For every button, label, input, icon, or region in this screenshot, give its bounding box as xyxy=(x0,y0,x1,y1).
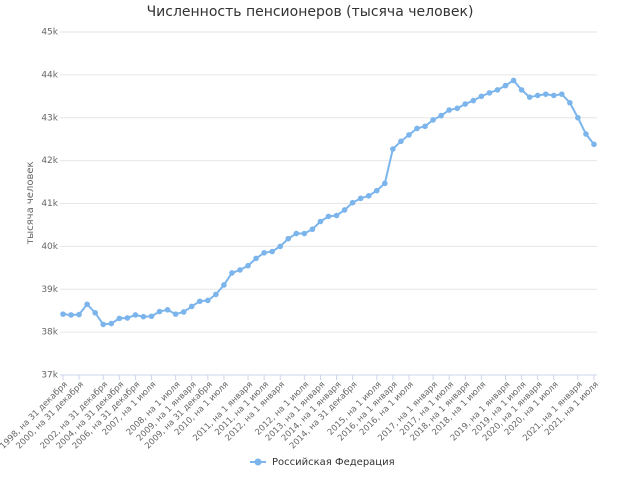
data-point xyxy=(188,303,195,310)
legend-label: Российская Федерация xyxy=(272,457,395,468)
data-point xyxy=(446,107,452,113)
data-point xyxy=(229,270,235,276)
y-tick-label: 38k xyxy=(41,328,58,338)
data-point xyxy=(478,93,485,100)
data-point xyxy=(156,308,163,315)
y-tick-label: 39k xyxy=(41,285,58,295)
data-point xyxy=(398,138,404,145)
data-point xyxy=(261,250,267,256)
data-point xyxy=(116,315,123,322)
data-point xyxy=(325,213,332,220)
data-point xyxy=(180,309,187,315)
y-tick-label: 40k xyxy=(41,242,58,252)
data-point xyxy=(591,141,597,148)
data-point xyxy=(430,117,436,123)
data-point xyxy=(245,262,251,269)
y-tick-label: 44k xyxy=(41,70,58,80)
data-point xyxy=(221,282,227,288)
data-point xyxy=(317,218,324,225)
data-point xyxy=(365,192,372,199)
data-point xyxy=(542,91,549,97)
data-point xyxy=(309,226,316,233)
data-point xyxy=(414,125,420,132)
data-point xyxy=(454,105,461,112)
data-point xyxy=(349,199,356,206)
data-point xyxy=(341,207,348,213)
data-point xyxy=(486,90,493,96)
data-line xyxy=(62,79,595,326)
data-point xyxy=(406,132,412,138)
data-point xyxy=(148,313,155,320)
y-tick-label: 41k xyxy=(41,199,58,209)
data-point xyxy=(253,255,259,262)
data-point xyxy=(124,315,131,321)
data-point xyxy=(567,99,573,106)
data-point xyxy=(575,114,581,121)
data-point xyxy=(583,131,589,137)
data-point xyxy=(277,243,284,250)
data-point xyxy=(269,248,275,255)
data-point xyxy=(60,311,66,317)
data-point xyxy=(76,311,82,318)
legend-marker xyxy=(254,458,262,466)
data-point xyxy=(494,87,501,93)
y-tick-label: 37k xyxy=(41,371,58,381)
data-point xyxy=(470,97,477,104)
data-point xyxy=(293,230,300,237)
data-point xyxy=(285,235,292,242)
chart-title: Численность пенсионеров (тысяча человек) xyxy=(147,4,474,20)
data-point xyxy=(357,195,364,202)
data-point xyxy=(510,77,517,84)
data-point xyxy=(422,123,428,130)
data-point xyxy=(213,291,219,298)
data-point xyxy=(205,297,211,304)
data-point xyxy=(92,310,98,316)
data-point xyxy=(550,92,557,99)
data-point xyxy=(559,91,565,97)
data-point xyxy=(172,311,179,317)
y-tick-label: 42k xyxy=(41,156,58,166)
y-tick-label: 43k xyxy=(41,113,58,123)
data-point xyxy=(140,313,147,320)
data-point xyxy=(382,180,388,187)
data-point xyxy=(462,101,469,107)
data-point xyxy=(333,212,340,219)
data-point xyxy=(164,307,171,313)
data-point xyxy=(196,298,203,305)
data-point xyxy=(390,146,396,152)
data-point xyxy=(438,112,444,119)
data-point xyxy=(237,267,243,273)
y-tick-label: 45k xyxy=(41,28,58,38)
data-point xyxy=(534,92,541,99)
data-point xyxy=(132,312,139,318)
y-axis-title: тысяча человек xyxy=(25,161,36,244)
data-point xyxy=(526,94,533,100)
data-point xyxy=(301,230,308,237)
data-point xyxy=(108,320,115,327)
data-point xyxy=(502,82,509,89)
data-point xyxy=(100,321,107,328)
data-point xyxy=(518,87,525,93)
data-point xyxy=(84,301,90,308)
data-point xyxy=(373,187,380,194)
data-point xyxy=(68,312,74,318)
